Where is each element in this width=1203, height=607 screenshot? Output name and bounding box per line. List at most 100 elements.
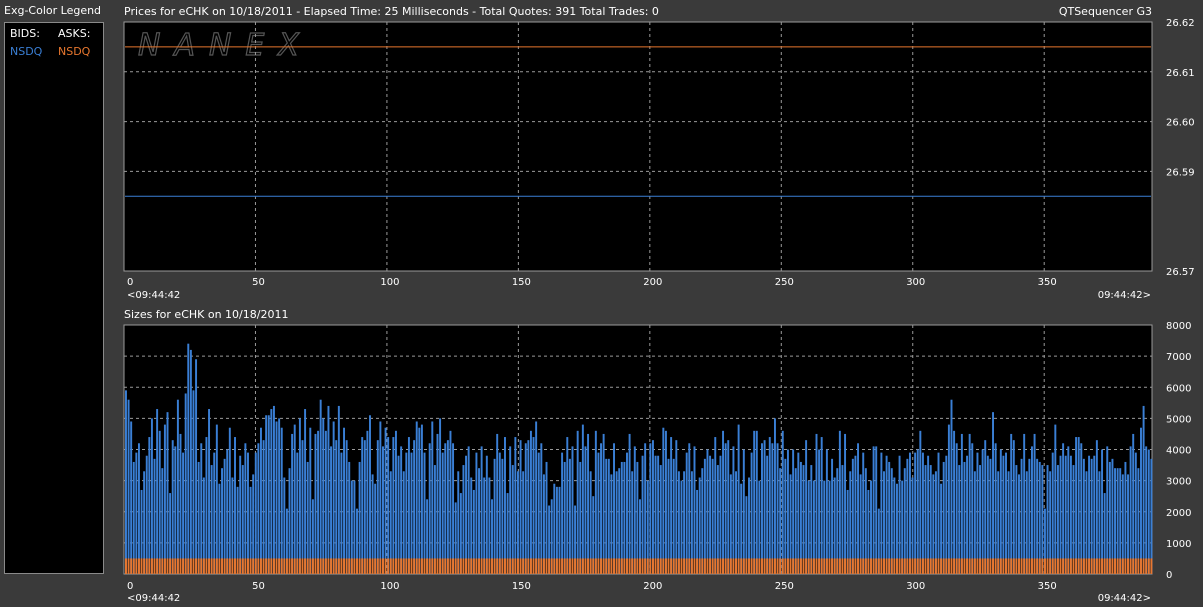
- bid-size-bar: [1059, 455, 1062, 574]
- ask-size-bar: [171, 558, 174, 574]
- bid-size-bar: [252, 474, 255, 574]
- ask-size-bar: [478, 558, 480, 574]
- bid-size-bar: [805, 440, 808, 574]
- bid-size-bar: [841, 465, 844, 574]
- ask-size-bar: [462, 558, 465, 574]
- price-time-start: <09:44:42: [127, 290, 180, 301]
- ask-size-bar: [955, 558, 958, 574]
- ask-size-bar: [231, 558, 234, 574]
- bid-size-bar: [976, 452, 979, 574]
- bid-size-bar: [433, 465, 436, 574]
- bid-size-bar: [815, 433, 818, 574]
- ask-size-bar: [766, 558, 769, 574]
- bid-size-bar: [369, 415, 371, 574]
- bid-size-bar: [953, 430, 956, 574]
- ask-size-bar: [353, 558, 356, 574]
- bid-size-bar: [150, 418, 153, 574]
- ask-size-bar: [864, 558, 867, 574]
- ask-size-bar: [187, 558, 190, 574]
- ask-size-bar: [400, 558, 403, 574]
- bid-size-bar: [361, 437, 364, 574]
- ask-size-bar: [981, 558, 984, 574]
- ask-size-bar: [851, 558, 854, 574]
- ask-size-bar: [452, 558, 455, 574]
- ask-size-bar: [794, 558, 797, 574]
- bid-size-bar: [208, 409, 211, 574]
- bid-size-bar: [478, 468, 480, 574]
- ask-size-bar: [896, 558, 898, 574]
- ask-size-bar: [1101, 558, 1104, 574]
- ask-size-bar: [382, 558, 384, 574]
- bid-size-bar: [1069, 455, 1072, 574]
- ask-size-bar: [841, 558, 844, 574]
- bid-size-bar: [1134, 452, 1137, 574]
- bid-size-bar: [187, 343, 190, 574]
- bid-size-bar: [247, 452, 249, 574]
- bid-size-bar: [1041, 465, 1044, 574]
- bid-size-bar: [960, 433, 963, 574]
- ask-size-bar: [485, 558, 488, 574]
- bid-size-bar: [1145, 446, 1148, 574]
- ask-size-bar: [428, 558, 431, 574]
- legend-title: Exg-Color Legend: [4, 4, 102, 17]
- ask-size-bar: [332, 558, 335, 574]
- bid-size-bar: [1137, 468, 1140, 574]
- bid-size-bar: [265, 415, 268, 574]
- ask-size-bar: [423, 558, 426, 574]
- ask-size-bar: [802, 558, 805, 574]
- bid-size-bar: [955, 443, 958, 574]
- bid-size-bar: [1025, 471, 1028, 574]
- bid-size-bar: [592, 496, 595, 574]
- bid-size-bar: [1062, 443, 1065, 574]
- ask-size-bar: [291, 558, 294, 574]
- bid-size-bar: [1108, 461, 1111, 574]
- bid-size-bar: [864, 468, 867, 574]
- ask-size-bar: [267, 558, 270, 574]
- bid-size-bar: [314, 433, 317, 574]
- bid-size-bar: [298, 418, 301, 574]
- bid-size-bar: [667, 458, 670, 574]
- bid-size-bar: [402, 471, 405, 574]
- ask-size-bar: [522, 558, 525, 574]
- bid-size-bar: [535, 421, 538, 574]
- bid-size-bar: [244, 443, 247, 574]
- price-x-tick: 50: [252, 277, 265, 288]
- ask-size-bar: [288, 558, 291, 574]
- bid-size-bar: [927, 455, 930, 574]
- bid-size-bar: [1046, 465, 1049, 574]
- ask-size-bar: [872, 558, 875, 574]
- bid-size-bar: [771, 443, 774, 574]
- size-x-tick: 350: [1038, 581, 1057, 592]
- bid-size-bar: [857, 443, 860, 574]
- bid-size-bar: [1030, 446, 1033, 574]
- bid-size-bar: [137, 443, 140, 574]
- bid-size-bar: [176, 399, 179, 574]
- ask-size-bar: [885, 558, 888, 574]
- ask-size-bar: [776, 558, 779, 574]
- ask-size-bar: [1062, 558, 1065, 574]
- bid-size-bar: [278, 418, 281, 574]
- bid-size-bar: [742, 449, 745, 574]
- bid-size-bar: [901, 480, 904, 574]
- bid-size-bar: [561, 452, 564, 574]
- bid-size-bar: [350, 480, 353, 574]
- bid-size-bar: [786, 449, 789, 574]
- ask-size-bar: [703, 558, 706, 574]
- bid-size-bar: [545, 461, 548, 574]
- ask-size-bar: [1093, 558, 1096, 574]
- bid-size-bar: [958, 465, 961, 574]
- bid-size-bar: [158, 430, 161, 574]
- ask-size-bar: [698, 558, 701, 574]
- ask-size-bar: [358, 558, 361, 574]
- ask-size-bar: [1025, 558, 1028, 574]
- bid-size-bar: [1101, 449, 1104, 574]
- bid-size-bar: [971, 443, 974, 574]
- ask-size-bar: [371, 558, 374, 574]
- ask-size-bar: [784, 558, 787, 574]
- ask-size-bar: [1036, 558, 1039, 574]
- ask-size-bar: [509, 558, 512, 574]
- ask-size-bar: [363, 558, 366, 574]
- ask-size-bar: [854, 558, 857, 574]
- ask-size-bar: [384, 558, 387, 574]
